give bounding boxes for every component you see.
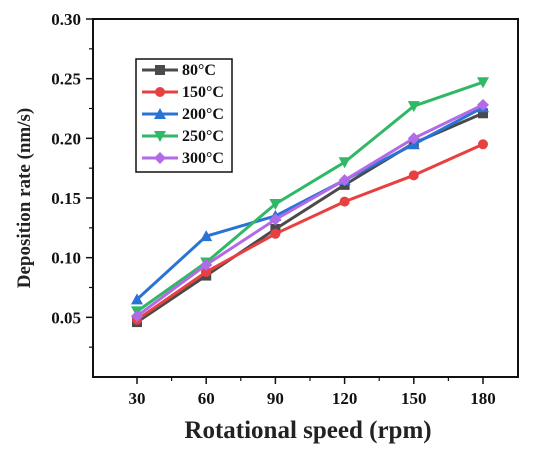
legend-label: 200°C [182, 106, 224, 123]
x-tick-label: 30 [129, 389, 146, 408]
data-point [269, 213, 282, 226]
y-axis: 0.05 0.10 0.15 0.20 0.25 0.30 [51, 10, 93, 348]
data-point [477, 98, 489, 111]
legend-item: 300°C [142, 150, 224, 167]
legend-marker [155, 65, 165, 75]
legend-marker [155, 87, 165, 97]
legend-label: 80°C [182, 62, 216, 79]
y-tick-label: 0.20 [51, 129, 81, 148]
data-point [407, 132, 420, 145]
series-layer [131, 77, 489, 328]
series-line [136, 103, 484, 318]
data-point [131, 293, 143, 305]
data-point [408, 170, 419, 181]
data-point [269, 198, 282, 210]
legend: 80°C 150°C 200°C 250°C 300°C [135, 58, 233, 173]
legend-item: 200°C [142, 106, 224, 123]
legend-label: 150°C [182, 84, 224, 101]
data-point [201, 266, 212, 277]
data-point [338, 157, 351, 169]
series-4 [131, 98, 489, 323]
x-tick-label: 180 [470, 389, 496, 408]
x-tick-label: 60 [198, 389, 215, 408]
legend-marker [154, 152, 166, 164]
y-axis-title: Deposition rate (nm/s) [14, 108, 35, 288]
data-point [270, 228, 281, 239]
x-tick-label: 90 [267, 389, 284, 408]
data-point [477, 77, 489, 89]
series-line [135, 105, 484, 301]
legend-label: 300°C [182, 150, 224, 167]
data-point [339, 196, 350, 207]
y-tick-label: 0.15 [51, 189, 81, 208]
legend-marker [154, 108, 166, 119]
x-tick-label: 120 [332, 389, 358, 408]
legend-item: 80°C [142, 62, 216, 79]
y-tick-label: 0.05 [51, 308, 81, 327]
data-point [200, 230, 213, 242]
data-point [338, 174, 351, 187]
data-point [200, 258, 213, 271]
legend-label: 250°C [182, 128, 224, 145]
x-axis: 30 60 90 120 150 180 [129, 377, 496, 408]
data-point [131, 310, 143, 323]
series-line [136, 80, 484, 313]
x-axis-title: Rotational speed (rpm) [184, 417, 431, 444]
data-point [478, 108, 488, 119]
data-point [407, 101, 420, 113]
legend-item: 150°C [142, 84, 224, 101]
y-tick-label: 0.10 [51, 249, 81, 268]
x-tick-label: 150 [401, 389, 427, 408]
legend-item: 250°C [142, 128, 224, 145]
data-point [478, 139, 488, 150]
y-tick-label: 0.25 [51, 70, 81, 89]
legend-marker [154, 131, 166, 142]
series-line [136, 142, 484, 321]
y-tick-label: 0.30 [51, 10, 81, 29]
